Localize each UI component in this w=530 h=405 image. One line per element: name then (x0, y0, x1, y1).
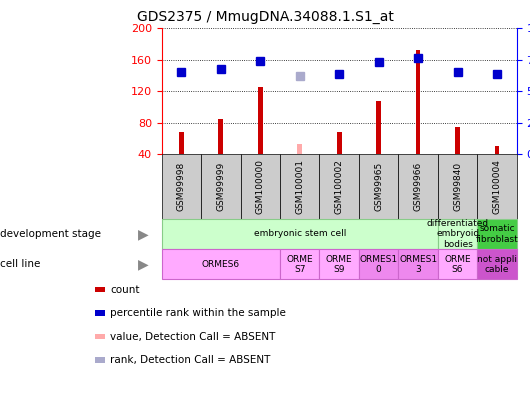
Text: GSM99999: GSM99999 (216, 162, 225, 211)
Text: GSM100000: GSM100000 (256, 159, 265, 214)
Text: GSM100002: GSM100002 (335, 159, 343, 214)
Bar (494, 146, 499, 154)
Text: GSM99966: GSM99966 (413, 162, 422, 211)
Text: ORMES1
0: ORMES1 0 (359, 255, 398, 274)
Bar (416, 50, 420, 154)
Text: percentile rank within the sample: percentile rank within the sample (110, 308, 286, 318)
Text: GSM99965: GSM99965 (374, 162, 383, 211)
Text: embryonic stem cell: embryonic stem cell (253, 229, 346, 239)
Text: GSM99840: GSM99840 (453, 162, 462, 211)
Text: development stage: development stage (0, 229, 101, 239)
Text: ▶: ▶ (138, 227, 148, 241)
Bar (218, 119, 223, 154)
Bar (179, 132, 184, 154)
Text: not appli
cable: not appli cable (477, 255, 517, 274)
Text: ORME
S9: ORME S9 (326, 255, 352, 274)
Text: ORME
S7: ORME S7 (286, 255, 313, 274)
Text: GSM100001: GSM100001 (295, 159, 304, 214)
Text: GSM99998: GSM99998 (177, 162, 186, 211)
Text: GDS2375 / MmugDNA.34088.1.S1_at: GDS2375 / MmugDNA.34088.1.S1_at (137, 10, 393, 24)
Text: ▶: ▶ (138, 257, 148, 271)
Text: ORMES6: ORMES6 (202, 260, 240, 269)
Text: somatic
fibroblast: somatic fibroblast (475, 224, 518, 243)
Text: value, Detection Call = ABSENT: value, Detection Call = ABSENT (110, 332, 276, 341)
Bar (337, 132, 341, 154)
Text: ORMES1
3: ORMES1 3 (399, 255, 437, 274)
Text: differentiated
embryoid
bodies: differentiated embryoid bodies (427, 219, 489, 249)
Text: count: count (110, 285, 140, 294)
Bar (258, 87, 263, 154)
Text: GSM100004: GSM100004 (492, 159, 501, 214)
Text: cell line: cell line (0, 259, 40, 269)
Bar (297, 145, 302, 154)
Text: rank, Detection Call = ABSENT: rank, Detection Call = ABSENT (110, 355, 271, 365)
Bar (376, 101, 381, 154)
Text: ORME
S6: ORME S6 (444, 255, 471, 274)
Bar (455, 127, 460, 154)
